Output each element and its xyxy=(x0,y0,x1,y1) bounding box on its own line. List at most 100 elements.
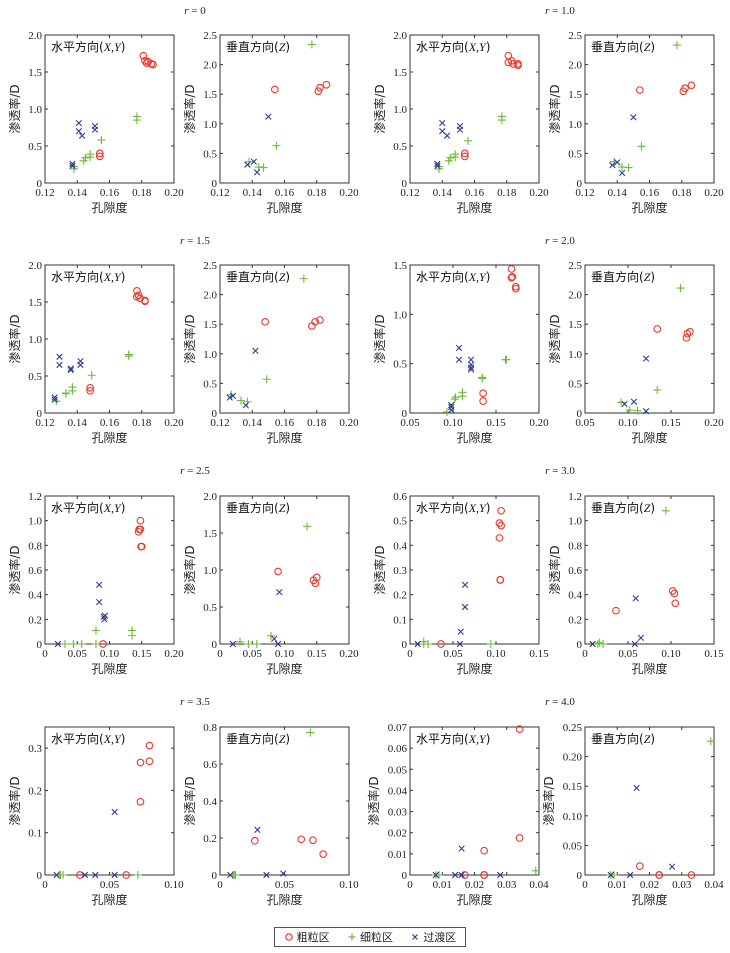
point-coarse xyxy=(314,87,323,96)
panel-title-main: 水平方向( xyxy=(51,269,104,284)
point-transition xyxy=(227,871,234,879)
point-coarse xyxy=(682,333,691,342)
panel-title-var: Z xyxy=(279,270,286,284)
point-fine xyxy=(124,352,133,361)
y-tick-label: 0.4 xyxy=(393,540,407,552)
point-transition xyxy=(455,356,463,363)
y-tick-label: 2.0 xyxy=(393,30,407,42)
x-axis-label: 孔隙度 xyxy=(456,430,492,445)
y-tick-label: 1.5 xyxy=(568,319,582,331)
x-tick-label: 0.18 xyxy=(497,187,517,199)
point-coarse xyxy=(686,328,694,336)
point-coarse xyxy=(479,397,487,406)
panel-title-var: Z xyxy=(644,40,651,54)
point-fine xyxy=(595,638,604,647)
group-label-var: r xyxy=(545,696,550,708)
y-axis-label: 渗透率/D xyxy=(372,314,387,363)
legend-item-transition: 过渡区 xyxy=(410,929,456,945)
point-fine xyxy=(303,522,312,531)
plot-frame xyxy=(219,264,350,414)
y-tick-label: 0 xyxy=(577,178,583,190)
point-transition xyxy=(56,361,63,369)
group-label: r = 0 xyxy=(184,5,206,17)
x-tick-label: 0.03 xyxy=(672,879,692,891)
point-transition xyxy=(642,355,650,362)
x-axis-label: 孔隙度 xyxy=(631,661,667,676)
y-tick-label: 0.05 xyxy=(388,764,408,776)
point-transition xyxy=(75,128,83,135)
group-label-value: = 1.5 xyxy=(184,235,210,247)
y-tick-label: 1.5 xyxy=(28,67,42,79)
x-axis-label: 孔隙度 xyxy=(631,200,667,215)
point-coarse xyxy=(514,61,522,70)
group-label-var: r xyxy=(545,465,550,477)
y-tick-label: 0.04 xyxy=(388,785,408,797)
group-label-value: = 3.0 xyxy=(549,465,575,477)
point-transition xyxy=(229,640,237,648)
point-fine xyxy=(653,385,662,394)
point-fine xyxy=(307,40,316,49)
point-fine xyxy=(254,163,263,172)
y-tick-label: 0.4 xyxy=(568,590,582,602)
y-tick-label: 0.10 xyxy=(563,811,583,823)
panel-title: 水平方向(X,Y) xyxy=(51,500,125,515)
x-tick-label: 0.04 xyxy=(704,879,724,891)
point-transition xyxy=(448,401,455,409)
point-fine xyxy=(676,284,685,293)
point-coarse xyxy=(497,506,506,515)
point-fine xyxy=(245,157,254,166)
legend-label: 粗粒区 xyxy=(296,931,330,944)
point-fine xyxy=(637,142,646,151)
plot-frame xyxy=(584,726,715,876)
point-transition xyxy=(631,640,639,648)
point-fine xyxy=(706,737,715,746)
group-label-var: r xyxy=(545,235,550,247)
point-transition xyxy=(101,612,109,619)
point-transition xyxy=(274,640,282,648)
y-axis-label: 渗透率/D xyxy=(547,545,562,594)
y-axis-label: 渗透率/D xyxy=(182,84,197,133)
point-fine xyxy=(86,150,95,159)
point-transition xyxy=(95,598,103,606)
point-fine xyxy=(435,164,444,173)
point-transition xyxy=(77,361,84,369)
panel-title: 垂直方向(Z) xyxy=(591,269,655,284)
point-coarse xyxy=(141,57,149,65)
panel-title-var: X,Y xyxy=(468,501,487,515)
x-tick-label: 0.20 xyxy=(704,187,724,199)
x-tick-label: 0 xyxy=(217,879,223,891)
legend-item-coarse: 粗粒区 xyxy=(284,929,330,945)
point-coarse xyxy=(507,265,516,273)
point-transition xyxy=(54,640,62,648)
point-fine xyxy=(450,395,459,404)
point-fine xyxy=(128,631,137,640)
x-tick-label: 0.15 xyxy=(132,648,152,660)
panel-title-close: ) xyxy=(121,732,126,746)
x-tick-label: 0 xyxy=(582,648,588,660)
y-tick-label: 0.07 xyxy=(388,722,408,734)
panel-title-main: 水平方向( xyxy=(51,39,104,54)
panel-title-main: 垂直方向( xyxy=(226,39,279,54)
point-coarse xyxy=(86,386,94,395)
panel-title: 垂直方向(Z) xyxy=(591,39,655,54)
y-tick-label: 1.0 xyxy=(203,119,217,131)
panel-title: 水平方向(X,Y) xyxy=(51,39,125,54)
point-coarse xyxy=(460,152,469,161)
plot-frame xyxy=(409,495,540,645)
y-tick-label: 1.5 xyxy=(28,297,42,309)
point-coarse xyxy=(508,272,517,281)
point-coarse xyxy=(95,149,104,158)
y-tick-label: 0.2 xyxy=(28,614,42,626)
y-axis-label: 渗透率/D xyxy=(366,776,381,825)
x-tick-label: 0.15 xyxy=(704,648,724,660)
panel-title-close: ) xyxy=(121,501,126,515)
y-tick-label: 0 xyxy=(577,639,583,651)
y-tick-label: 0.6 xyxy=(203,759,217,771)
x-tick-label: 0.12 xyxy=(210,417,229,429)
y-axis-label: 渗透率/D xyxy=(547,314,562,363)
panel-title-var: Z xyxy=(644,732,651,746)
point-transition xyxy=(467,361,475,368)
point-transition xyxy=(458,845,465,852)
point-transition xyxy=(69,162,76,170)
y-tick-label: 0 xyxy=(577,870,583,882)
